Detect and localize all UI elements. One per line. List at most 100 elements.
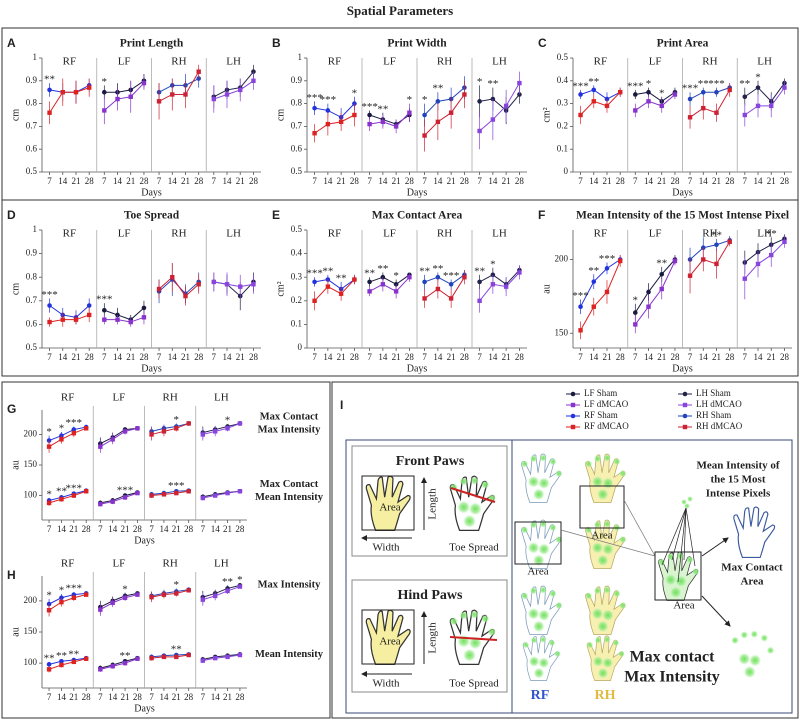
point (59, 599, 64, 605)
x-tick-label: 14 (159, 692, 169, 702)
point (47, 319, 52, 325)
point (225, 426, 230, 431)
series-line (49, 314, 90, 323)
x-tick-label: 7 (477, 352, 482, 362)
series-line (424, 87, 465, 116)
point (251, 78, 256, 83)
series-line (151, 589, 189, 598)
significance: *** (599, 253, 616, 265)
y-tick-label: 0.5 (557, 52, 569, 62)
figure-title: Spatial Parameters (347, 3, 454, 18)
point (517, 270, 522, 275)
paw-outline (733, 506, 776, 559)
legend-marker (570, 402, 576, 408)
significance: ** (739, 78, 750, 90)
x-tick-label: 21 (447, 176, 456, 186)
point (98, 667, 103, 672)
legend-marker (570, 391, 576, 397)
point (687, 96, 693, 102)
facet-label: RF (328, 56, 341, 68)
x-tick-label: 28 (725, 176, 735, 186)
point (183, 293, 188, 299)
x-tick-label: 21 (181, 176, 190, 186)
facet-label: LF (383, 56, 396, 68)
x-tick-label: 21 (236, 352, 245, 362)
point (102, 89, 107, 95)
significance: * (646, 78, 652, 90)
x-tick-label: 28 (249, 352, 259, 362)
point (352, 112, 357, 118)
connector (560, 529, 656, 557)
legend-label: RF Sham (584, 410, 618, 420)
significance: *** (320, 94, 337, 106)
significance: * (755, 71, 761, 83)
point (646, 304, 651, 309)
point (46, 608, 52, 613)
y-tick-label: 0.8 (26, 98, 38, 108)
point (60, 317, 65, 322)
significance: * (633, 294, 639, 306)
point (727, 87, 732, 93)
point (71, 659, 77, 665)
point (46, 444, 52, 449)
significance: ** (377, 263, 388, 275)
y-tick-label: 0.2 (291, 295, 302, 305)
point (238, 284, 243, 289)
x-tick-label: 21 (172, 524, 181, 534)
x-tick-label: 14 (113, 176, 123, 186)
point (782, 239, 787, 244)
point (578, 92, 583, 97)
panel-frame (1, 381, 331, 719)
x-tick-label: 21 (392, 352, 401, 362)
significance: *** (117, 484, 134, 496)
x-tick-label: 7 (157, 352, 162, 362)
point (196, 282, 201, 287)
x-tick-label: 14 (644, 176, 654, 186)
arrow (701, 537, 729, 557)
point (60, 90, 65, 95)
x-tick-label: 28 (133, 692, 143, 702)
significance: ** (336, 272, 347, 284)
series-line (202, 653, 240, 660)
significance: * (59, 423, 65, 435)
significance: *** (306, 268, 323, 280)
point (755, 85, 761, 90)
point (325, 121, 331, 127)
diagram: I Front Paws Area Width Length Toe Sprea… (340, 398, 793, 714)
series-line (48, 592, 87, 605)
point (149, 432, 154, 437)
x-tick-label: 21 (767, 176, 776, 186)
y-tick-label: 0.1 (291, 318, 302, 328)
x-tick-label: 7 (578, 176, 583, 186)
series-line (744, 87, 785, 116)
x-tick-label: 14 (113, 352, 123, 362)
point (352, 101, 357, 106)
legend-marker (570, 413, 576, 419)
x-tick-label: 28 (235, 524, 245, 534)
point (110, 499, 115, 504)
area-box (654, 551, 702, 601)
group-label: Max Intensity (258, 424, 321, 435)
x-tick-label: 21 (337, 352, 346, 362)
y-tick-label: 0.6 (26, 318, 38, 328)
point (186, 489, 191, 494)
series-line (48, 658, 87, 670)
series-line (100, 427, 138, 448)
facet-label: RF (594, 56, 607, 68)
series-line (100, 427, 138, 445)
x-tick-label: 21 (712, 176, 721, 186)
point (102, 108, 107, 113)
y-axis-label: au (541, 284, 552, 293)
x-tick-label: 28 (82, 524, 92, 534)
point (122, 660, 128, 666)
series-line (151, 422, 189, 432)
x-tick-label: 21 (502, 176, 511, 186)
point (325, 284, 331, 289)
point (156, 286, 162, 292)
series-line (158, 71, 200, 102)
facet-label: LH (214, 392, 229, 404)
point (672, 258, 678, 264)
series-line (100, 492, 138, 505)
hind-title: Hind Paws (398, 588, 464, 603)
